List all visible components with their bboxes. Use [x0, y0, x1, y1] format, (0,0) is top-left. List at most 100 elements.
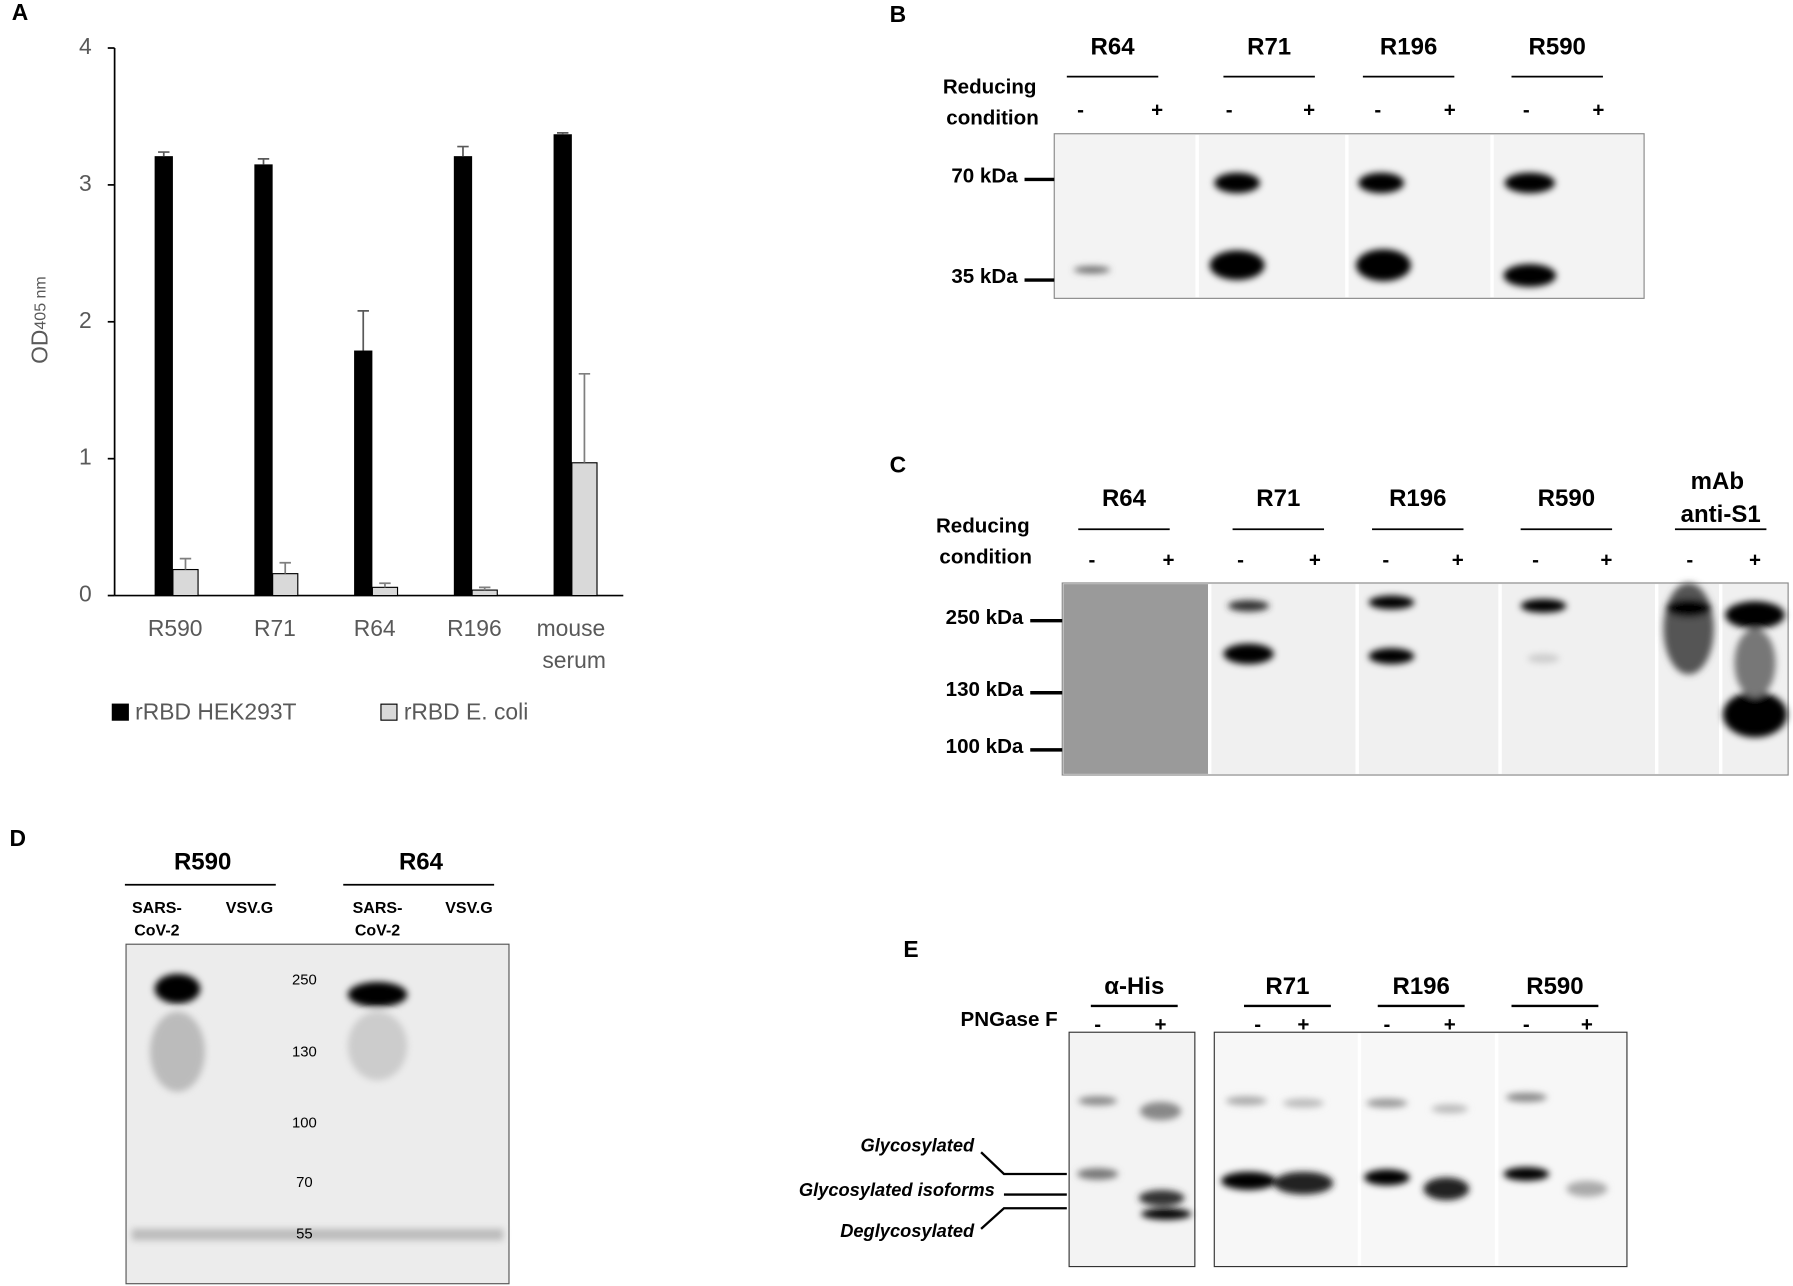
- x-tick-label: R590: [148, 615, 203, 641]
- condition-label: Reducing condition: [936, 515, 1035, 569]
- bar: [272, 573, 299, 597]
- sign: -: [1382, 549, 1389, 572]
- marker-label: 100: [292, 1116, 317, 1132]
- sign: +: [1151, 98, 1163, 121]
- sign: -: [1523, 1013, 1530, 1036]
- sign: +: [1452, 549, 1464, 572]
- lane-label: VSV.G: [445, 900, 492, 917]
- error-bar: [379, 582, 391, 588]
- sign: +: [1592, 98, 1604, 121]
- sign: -: [1686, 549, 1693, 572]
- antibody-label: mAb anti-S1: [1681, 468, 1761, 528]
- marker-label: 70: [296, 1175, 313, 1191]
- bar: [354, 350, 373, 596]
- error-bar: [578, 372, 591, 463]
- bands: [1077, 1092, 1608, 1220]
- sign: +: [1309, 549, 1321, 572]
- marker-label: 250 kDa: [946, 606, 1024, 629]
- sign: +: [1297, 1013, 1309, 1036]
- marker-label: 250: [292, 973, 317, 989]
- sign: +: [1155, 1013, 1167, 1036]
- bands: [1073, 172, 1557, 287]
- error-bar: [457, 145, 469, 157]
- marker-label: 130 kDa: [946, 678, 1024, 701]
- y-axis-label: OD405 nm: [26, 276, 52, 364]
- lane-label: SARS-CoV-2: [132, 900, 182, 940]
- condition-label: Reducing condition: [943, 76, 1042, 130]
- antibody-label: R64: [399, 848, 444, 875]
- bar: [471, 589, 498, 597]
- antibody-label: R590: [1529, 33, 1586, 60]
- bar: [571, 462, 598, 597]
- lane-label: VSV.G: [226, 900, 273, 917]
- legend-label: rRBD HEK293T: [135, 698, 296, 724]
- sign: +: [1581, 1013, 1593, 1036]
- band-label: Glycosylated: [861, 1134, 976, 1155]
- panel-label: B: [890, 1, 907, 27]
- panel-label: C: [890, 451, 907, 477]
- band-label: Deglycosylated: [840, 1220, 975, 1241]
- antibody-label: R71: [1265, 973, 1309, 1000]
- panel-label: D: [9, 825, 26, 851]
- antibody-label: α-His: [1104, 973, 1164, 1000]
- sign: +: [1749, 549, 1761, 572]
- sign: -: [1094, 1013, 1101, 1036]
- bands: [1223, 582, 1787, 738]
- bands: [131, 973, 504, 1241]
- legend-swatch: [111, 703, 129, 721]
- sign: -: [1226, 98, 1233, 121]
- antibody-label: R196: [1389, 485, 1446, 512]
- y-axis-label-sub: 405 nm: [33, 276, 50, 329]
- legend-label: rRBD E. coli: [404, 698, 528, 724]
- sign: -: [1089, 549, 1096, 572]
- error-bar: [257, 158, 270, 165]
- treatment-label: PNGase F: [961, 1008, 1058, 1031]
- y-axis-label-main: OD: [26, 330, 52, 364]
- antibody-label: R590: [174, 848, 231, 875]
- sign: -: [1237, 549, 1244, 572]
- marker-label: 70 kDa: [951, 165, 1018, 188]
- sign: -: [1383, 1013, 1390, 1036]
- antibody-label: R196: [1380, 33, 1437, 60]
- bar: [453, 156, 473, 596]
- sign: -: [1374, 98, 1381, 121]
- y-tick-label: 2: [79, 307, 92, 333]
- sign: -: [1523, 98, 1530, 121]
- error-bar: [179, 557, 192, 570]
- y-tick-label: 4: [79, 33, 92, 59]
- x-tick-label: R64: [354, 615, 396, 641]
- x-tick-label: R71: [254, 615, 296, 641]
- antibody-label: R71: [1256, 485, 1300, 512]
- bar: [172, 568, 199, 597]
- x-tick-label: R196: [447, 615, 502, 641]
- antibody-label: R71: [1247, 33, 1291, 60]
- marker-label: 55: [296, 1226, 313, 1242]
- error-bar: [158, 151, 170, 157]
- y-tick-label: 3: [79, 170, 92, 196]
- y-tick-label: 0: [79, 581, 92, 607]
- lane-label: SARS-CoV-2: [353, 900, 403, 940]
- sign: +: [1444, 1013, 1456, 1036]
- marker-label: 35 kDa: [951, 265, 1018, 288]
- sign: -: [1532, 549, 1539, 572]
- bar: [154, 156, 173, 596]
- panel-label: E: [903, 936, 918, 962]
- error-bar: [357, 309, 369, 351]
- bar: [254, 164, 273, 596]
- sign: +: [1303, 98, 1315, 121]
- x-tick-label: mouse serum: [537, 615, 612, 673]
- antibody-label: R64: [1091, 33, 1136, 60]
- sign: +: [1444, 98, 1456, 121]
- antibody-label: R590: [1526, 973, 1583, 1000]
- sign: +: [1600, 549, 1612, 572]
- bar: [553, 134, 572, 596]
- sign: +: [1163, 549, 1175, 572]
- sign: -: [1254, 1013, 1261, 1036]
- error-bar: [556, 132, 569, 135]
- antibody-label: R196: [1393, 973, 1450, 1000]
- error-bar: [478, 586, 491, 591]
- marker-label: 130: [292, 1045, 317, 1061]
- error-bar: [279, 561, 291, 574]
- blot: [1213, 1031, 1628, 1268]
